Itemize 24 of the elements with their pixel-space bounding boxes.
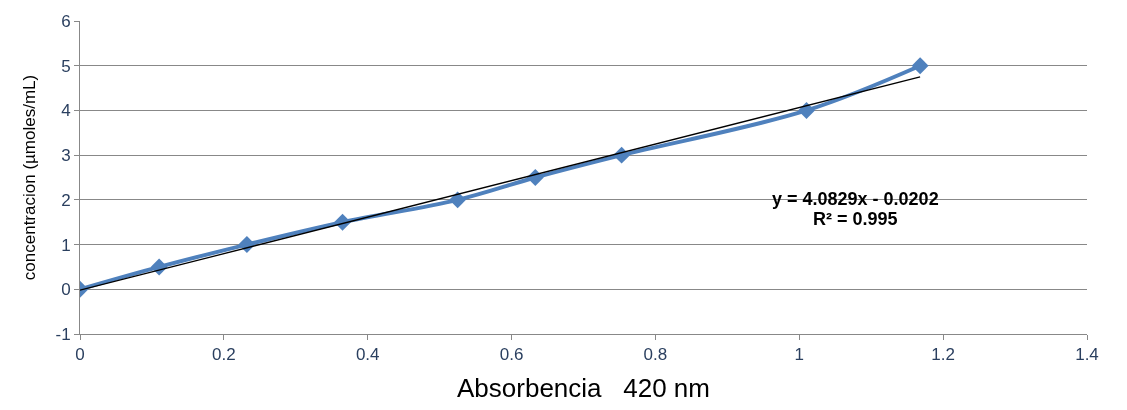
point (150, 258, 168, 276)
x-tick-label: 0.2 (212, 345, 236, 365)
y-tick-label: -1 (55, 324, 71, 344)
y-tick-label: 2 (61, 190, 71, 210)
y-tick-label: 4 (61, 101, 71, 121)
x-tick-label: 0.6 (499, 345, 524, 365)
x-tick-label: 1 (794, 345, 805, 365)
x-tick-label: 0.4 (355, 345, 380, 365)
y-tick-label: 5 (61, 56, 71, 76)
point (449, 191, 467, 209)
y-tick-label: 0 (61, 280, 71, 300)
y-tick-label: 1 (61, 235, 71, 255)
x-tick-label: 1.4 (1075, 345, 1099, 365)
point (911, 57, 929, 75)
x-axis-title: Absorbencia 420 nm (457, 373, 710, 404)
y-tick-label: 3 (61, 146, 71, 166)
y-tick-label: 6 (61, 11, 71, 31)
x-tick-label: 0 (75, 345, 85, 365)
x-tick-label: 1.2 (931, 345, 955, 365)
annotation: R² = 0.995 (813, 209, 898, 229)
x-tick-label: 0.8 (643, 345, 668, 365)
point (798, 101, 815, 119)
annotation: y = 4.0829x - 0.0202 (772, 189, 939, 209)
y-axis-title: concentracion (µmoles/mL) (20, 74, 40, 281)
